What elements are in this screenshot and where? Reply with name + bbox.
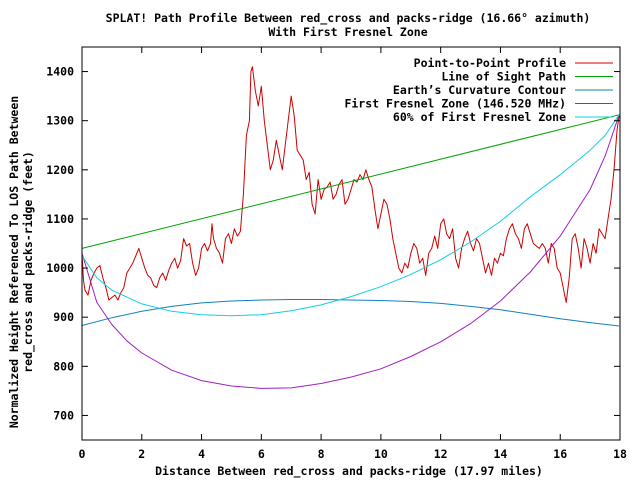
y-tick-label: 800 <box>53 359 74 373</box>
y-tick-label: 700 <box>53 408 74 422</box>
series-line-0 <box>81 66 620 303</box>
x-tick-label: 0 <box>79 447 86 461</box>
legend-label-1: Line of Sight Path <box>441 70 566 84</box>
series-line-2 <box>81 299 620 327</box>
plot-marks <box>81 66 620 389</box>
series-line-4 <box>81 114 620 317</box>
y-axis-label-line2: red_cross and packs-ridge (feet) <box>21 151 36 373</box>
x-tick-label: 8 <box>318 447 325 461</box>
legend-label-2: Earth’s Curvature Contour <box>393 83 566 97</box>
series-line-3 <box>81 114 620 389</box>
x-tick-label: 18 <box>613 447 627 461</box>
x-tick-label: 14 <box>494 447 508 461</box>
x-tick-label: 16 <box>553 447 567 461</box>
x-tick-label: 12 <box>434 447 448 461</box>
x-axis-label: Distance Between red_cross and packs-rid… <box>155 464 543 479</box>
legend-label-4: 60% of First Fresnel Zone <box>393 110 566 124</box>
y-tick-label: 1000 <box>46 261 74 275</box>
y-axis-label: Normalized Height Referenced To LOS Path… <box>7 96 21 428</box>
legend-label-0: Point-to-Point Profile <box>414 56 566 70</box>
plot-frame <box>81 46 621 441</box>
axis-ticks: 0 2 4 6 8 10 12 14 16 18 700 800 900 1000 1100 1200 1300… <box>46 47 627 461</box>
y-tick-label: 1300 <box>46 114 74 128</box>
y-tick-label: 1200 <box>46 163 74 177</box>
series-line-1 <box>81 114 620 249</box>
legend-label-3: First Fresnel Zone (146.520 MHz) <box>344 97 566 111</box>
x-tick-label: 6 <box>258 447 265 461</box>
y-tick-label: 1100 <box>46 212 74 226</box>
y-tick-label: 900 <box>53 310 74 324</box>
x-tick-label: 4 <box>198 447 205 461</box>
x-tick-label: 2 <box>138 447 145 461</box>
y-tick-label: 1400 <box>46 65 74 79</box>
x-tick-label: 10 <box>374 447 388 461</box>
chart-title: SPLAT! Path Profile Between red_cross an… <box>106 11 591 26</box>
chart-subtitle: With First Fresnel Zone <box>268 25 427 39</box>
